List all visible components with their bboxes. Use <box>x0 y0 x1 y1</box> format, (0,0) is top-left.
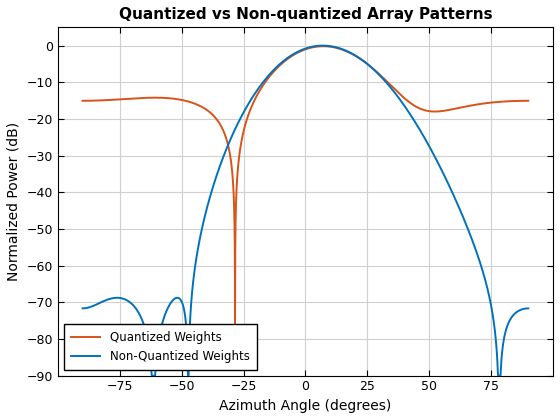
Y-axis label: Normalized Power (dB): Normalized Power (dB) <box>7 122 21 281</box>
Non-Quantized Weights <box>127 300 134 305</box>
Title: Quantized vs Non-quantized Array Patterns: Quantized vs Non-quantized Array Pattern… <box>119 7 492 22</box>
Quantized Weights <box>116 97 123 102</box>
Non-Quantized Weights <box>319 43 326 48</box>
Quantized Weights <box>371 67 377 72</box>
Non-Quantized Weights <box>371 67 377 72</box>
Non-Quantized Weights <box>483 282 490 287</box>
Non-Quantized Weights <box>379 76 386 81</box>
Legend: Quantized Weights, Non-Quantized Weights: Quantized Weights, Non-Quantized Weights <box>64 324 257 370</box>
Quantized Weights <box>525 98 531 103</box>
Quantized Weights <box>483 101 490 106</box>
Quantized Weights <box>100 98 107 103</box>
Non-Quantized Weights <box>525 306 531 311</box>
Line: Non-Quantized Weights: Non-Quantized Weights <box>83 46 528 375</box>
Quantized Weights <box>320 44 326 49</box>
Quantized Weights <box>379 75 386 80</box>
Line: Quantized Weights: Quantized Weights <box>83 46 528 353</box>
X-axis label: Azimuth Angle (degrees): Azimuth Angle (degrees) <box>220 399 391 413</box>
Non-Quantized Weights <box>116 295 123 300</box>
Non-Quantized Weights <box>100 299 107 304</box>
Non-Quantized Weights <box>148 373 155 378</box>
Non-Quantized Weights <box>80 306 86 311</box>
Quantized Weights <box>127 96 134 101</box>
Quantized Weights <box>80 98 86 103</box>
Quantized Weights <box>232 350 239 355</box>
